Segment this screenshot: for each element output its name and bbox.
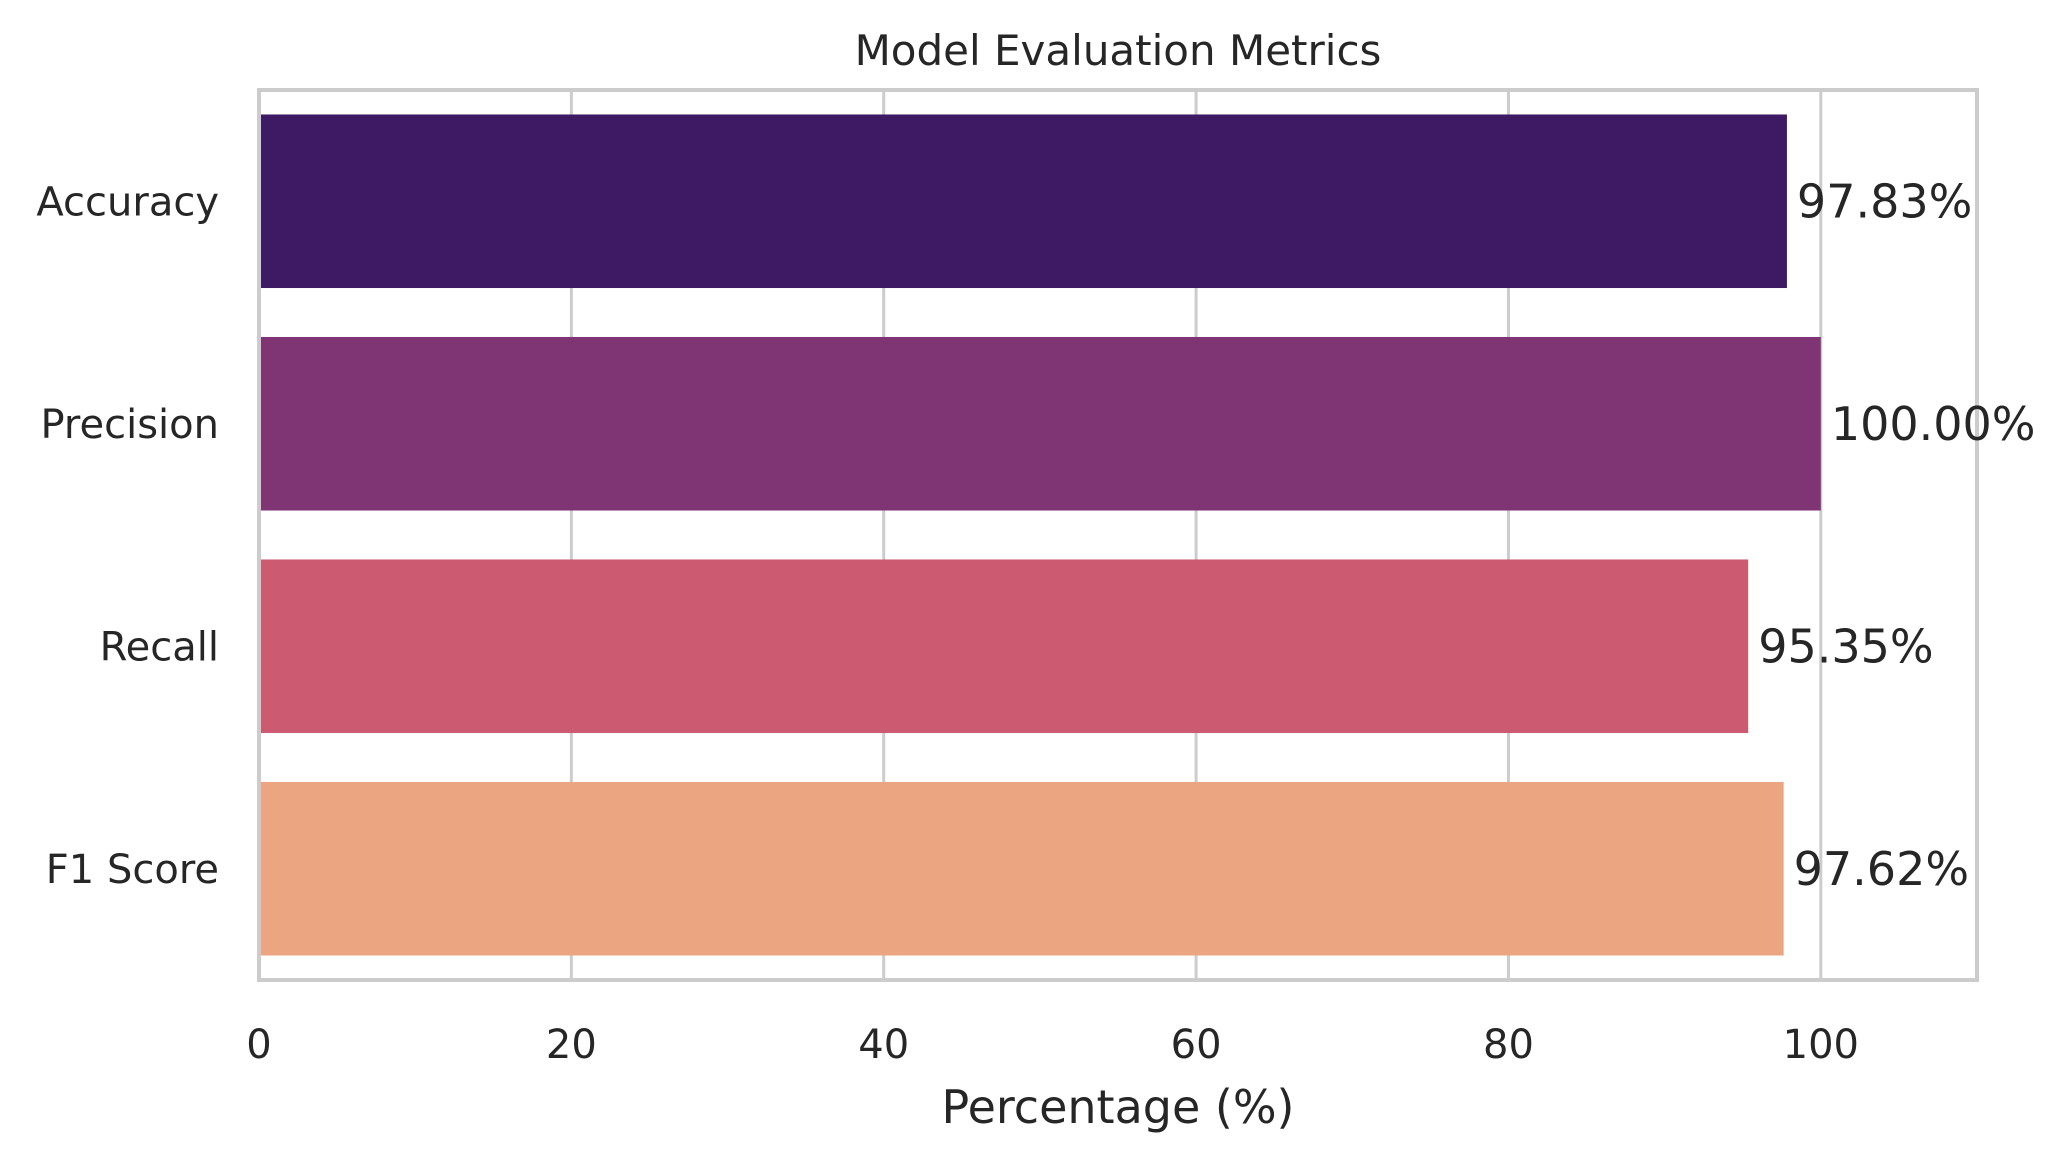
x-tick-label: 60 [1171, 1022, 1222, 1068]
y-tick-labels: Accuracy Precision Recall F1 Score [36, 179, 219, 893]
x-tick-label: 0 [246, 1022, 271, 1068]
value-label: 100.00% [1831, 397, 2036, 451]
y-tick-label: Accuracy [36, 179, 219, 225]
x-tick-label: 40 [858, 1022, 909, 1068]
x-tick-label: 20 [546, 1022, 597, 1068]
x-tick-label: 80 [1483, 1022, 1534, 1068]
value-labels: 97.83% 100.00% 95.35% 97.62% [1758, 174, 2035, 896]
bar-precision [259, 336, 1821, 511]
y-tick-label: F1 Score [46, 847, 219, 893]
value-label: 97.62% [1794, 842, 1969, 896]
x-tick-labels: 0 20 40 60 80 100 [246, 1022, 1859, 1068]
bar-f1-score [259, 781, 1784, 956]
bar-recall [259, 559, 1749, 734]
chart-title: Model Evaluation Metrics [855, 26, 1382, 75]
y-tick-label: Recall [100, 624, 219, 670]
plot-frame [257, 88, 1979, 982]
value-label: 95.35% [1758, 619, 1933, 673]
x-axis-label: Percentage (%) [942, 1080, 1295, 1134]
x-tick-label: 100 [1783, 1022, 1859, 1068]
bar-accuracy [259, 114, 1787, 289]
bars [259, 114, 1821, 956]
value-label: 97.83% [1797, 174, 1972, 228]
y-tick-label: Precision [41, 402, 219, 448]
